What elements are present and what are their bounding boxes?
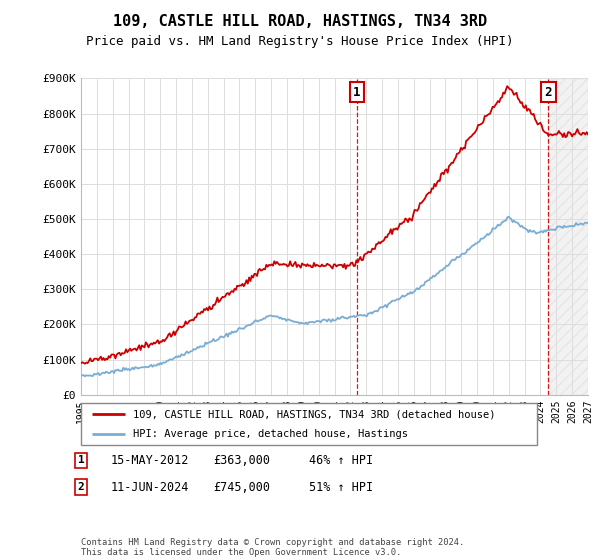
Text: 1: 1	[77, 455, 85, 465]
Text: 11-JUN-2024: 11-JUN-2024	[111, 480, 190, 494]
Text: 2: 2	[77, 482, 85, 492]
Bar	[548, 78, 588, 395]
Text: 15-MAY-2012: 15-MAY-2012	[111, 454, 190, 467]
Text: 109, CASTLE HILL ROAD, HASTINGS, TN34 3RD (detached house): 109, CASTLE HILL ROAD, HASTINGS, TN34 3R…	[133, 409, 495, 419]
Text: 46% ↑ HPI: 46% ↑ HPI	[309, 454, 373, 467]
Text: £363,000: £363,000	[213, 454, 270, 467]
Text: 109, CASTLE HILL ROAD, HASTINGS, TN34 3RD: 109, CASTLE HILL ROAD, HASTINGS, TN34 3R…	[113, 14, 487, 29]
Text: 51% ↑ HPI: 51% ↑ HPI	[309, 480, 373, 494]
Text: Price paid vs. HM Land Registry's House Price Index (HPI): Price paid vs. HM Land Registry's House …	[86, 35, 514, 48]
Text: 2: 2	[545, 86, 552, 99]
Text: 1: 1	[353, 86, 361, 99]
Text: Contains HM Land Registry data © Crown copyright and database right 2024.
This d: Contains HM Land Registry data © Crown c…	[81, 538, 464, 557]
Text: HPI: Average price, detached house, Hastings: HPI: Average price, detached house, Hast…	[133, 429, 407, 438]
Text: £745,000: £745,000	[213, 480, 270, 494]
